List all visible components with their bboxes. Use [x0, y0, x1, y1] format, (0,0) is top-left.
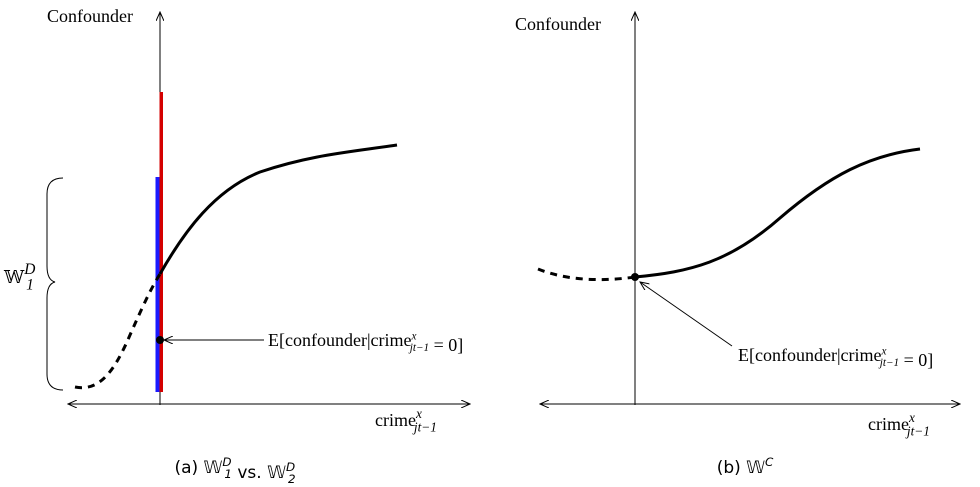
- dashed-curve: [74, 273, 162, 390]
- caption: (b) 𝕎C: [717, 455, 774, 478]
- dashed-curve: [537, 267, 636, 282]
- caption-sub: 1: [224, 467, 232, 481]
- annotation-text: = 0]: [899, 350, 933, 370]
- point: [631, 273, 639, 281]
- solid-curve: [634, 147, 921, 279]
- caption-text: (a): [174, 458, 203, 478]
- brace-label-sub: 1: [26, 277, 34, 294]
- panel-a: [46, 12, 470, 405]
- caption-sup: D: [286, 460, 295, 474]
- y-axis-label-text: Confounder: [515, 14, 601, 34]
- annotation-sub: jt−1: [878, 357, 899, 369]
- annotation-sup: x: [411, 330, 417, 342]
- caption-text: 𝕎: [204, 458, 223, 478]
- red-bar: [159, 92, 163, 392]
- x-axis-label-sub: jt−1: [905, 424, 930, 439]
- caption-text: 𝕎: [746, 458, 765, 478]
- point: [156, 336, 164, 344]
- x-axis-label: crimex jt−1: [868, 410, 930, 439]
- caption-text: 𝕎: [267, 463, 286, 483]
- solid-curve: [158, 143, 398, 275]
- y-axis-label: Confounder: [515, 14, 601, 34]
- annotation-text: = 0]: [429, 335, 463, 355]
- x-axis-label: crimex jt−1: [375, 406, 437, 435]
- annotation-sub: jt−1: [408, 342, 429, 354]
- caption-sup: D: [222, 455, 231, 469]
- annotation-sup: x: [881, 345, 887, 357]
- y-axis-label-text: Confounder: [47, 6, 133, 26]
- caption-text: vs.: [232, 463, 267, 483]
- annotation: E[confounder|crimex jt−1 = 0]: [738, 345, 933, 370]
- brace-label-text: 𝕎: [3, 267, 25, 287]
- y-axis-label: Confounder: [47, 6, 133, 26]
- annotation-text: E[confounder|crime: [268, 330, 412, 350]
- x-axis-label-sup: x: [908, 410, 915, 425]
- x-axis-label-sub: jt−1: [412, 420, 437, 435]
- x-axis-label-sup: x: [415, 406, 422, 421]
- x-axis-label-text: crime: [868, 414, 909, 434]
- blue-bar: [155, 177, 160, 392]
- caption-sub: 2: [288, 472, 296, 486]
- annotation-text: E[confounder|crime: [738, 345, 882, 365]
- brace-label: 𝕎D 1: [3, 261, 35, 294]
- caption-text: (b): [717, 458, 746, 478]
- annotation-arrow: [640, 282, 733, 347]
- x-axis-label-text: crime: [375, 410, 416, 430]
- brace-label-sup: D: [23, 261, 35, 278]
- brace: [46, 177, 64, 391]
- caption: (a) 𝕎D 1 vs. 𝕎D 2: [174, 455, 295, 486]
- caption-sup: C: [765, 455, 774, 469]
- panel-b: [537, 12, 960, 405]
- annotation: E[confounder|crimex jt−1 = 0]: [268, 330, 463, 355]
